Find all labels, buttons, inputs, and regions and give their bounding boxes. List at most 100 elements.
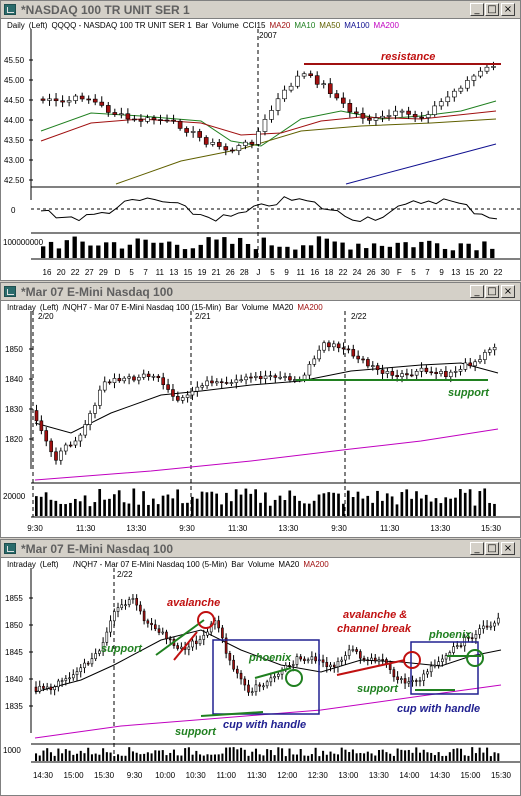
volume-bar — [419, 241, 424, 258]
minimize-button[interactable]: _ — [470, 285, 484, 298]
candle-body — [217, 620, 220, 629]
time-axis-label: 22 — [494, 268, 503, 277]
candle-body — [185, 394, 190, 398]
candle-body — [331, 343, 336, 348]
volume-bar — [441, 755, 444, 761]
window-title: *Mar 07 E-Mini Nasdaq 100 — [21, 285, 174, 299]
volume-bar — [35, 753, 38, 761]
time-axis-label: 11 — [297, 268, 306, 277]
title-bar[interactable]: *Mar 07 E-Mini Nasdaq 100 _ □ × — [1, 540, 520, 558]
candle-body — [98, 389, 102, 406]
volume-bar — [308, 245, 314, 258]
candle-body — [484, 66, 490, 72]
cup-with-handle-label: cup with handle — [223, 719, 306, 731]
candle-body — [205, 380, 209, 386]
volume-bar — [220, 504, 223, 516]
title-bar[interactable]: *NASDAQ 100 TR UNIT SER 1 _ □ × — [1, 1, 520, 19]
chart-window-icon — [4, 543, 16, 554]
candle-body — [411, 680, 414, 682]
volume-bar — [288, 748, 291, 761]
maximize-button[interactable]: □ — [485, 285, 499, 298]
candle-body — [386, 115, 392, 117]
volume-bar — [176, 755, 179, 761]
volume-bar — [283, 500, 287, 516]
close-button[interactable]: × — [501, 3, 515, 16]
volume-bar — [156, 504, 160, 516]
candle-body — [66, 100, 72, 103]
time-axis-label: F — [397, 268, 402, 277]
volume-bar — [486, 747, 489, 761]
volume-bar — [210, 491, 214, 516]
volume-bar — [117, 754, 120, 761]
volume-bar — [90, 754, 93, 761]
candle-body — [307, 364, 312, 376]
volume-bar — [180, 755, 183, 761]
candle-body — [395, 375, 399, 378]
candle-body — [210, 380, 214, 384]
time-axis-label: 11:30 — [228, 524, 248, 533]
volume-bar — [400, 492, 404, 516]
daily-chart-canvas: 2007 45.5045.0044.5044.0043.5043.0042.50… — [3, 29, 520, 277]
candle-body — [366, 659, 370, 662]
volume-bar — [336, 754, 340, 761]
year-label: 2007 — [259, 31, 277, 40]
maximize-button[interactable]: □ — [485, 3, 499, 16]
phoenix-circle — [466, 649, 484, 667]
volume-bar — [151, 498, 155, 516]
cci-line — [40, 196, 498, 223]
volume-tick: 100000000 — [3, 238, 44, 247]
volume-bar — [199, 754, 202, 761]
5min-chart-canvas: 2/22 1855 1850 1845 1840 1835 support avalan… — [3, 568, 520, 780]
candle-body — [470, 637, 474, 639]
candle-body — [474, 634, 478, 639]
volume-bar — [182, 249, 188, 258]
candle-body — [356, 355, 360, 360]
volume-bar — [356, 491, 360, 516]
volume-bar — [236, 749, 239, 761]
volume-bar — [254, 748, 258, 761]
time-axis-label: 13 — [451, 268, 460, 277]
candle-body — [34, 410, 39, 422]
volume-bar — [387, 246, 393, 258]
time-axis-label: 15 — [183, 268, 192, 277]
volume-bar — [277, 747, 280, 761]
volume-bar — [404, 750, 407, 761]
candle-body — [107, 381, 112, 384]
minimize-button[interactable]: _ — [470, 542, 484, 555]
volume-bar — [295, 754, 299, 761]
candle-body — [202, 634, 206, 640]
candle-body — [216, 142, 222, 147]
time-axis-label: 20 — [479, 268, 488, 277]
candle-body — [487, 349, 492, 353]
volume-bar — [439, 503, 443, 516]
volume-bar — [273, 755, 276, 761]
volume-bar — [200, 491, 204, 516]
candle-body — [341, 97, 346, 104]
time-axis-label: 18 — [324, 268, 333, 277]
candle-body — [142, 610, 146, 622]
candle-body — [116, 607, 120, 612]
volume-bar — [184, 748, 187, 761]
close-button[interactable]: × — [501, 285, 515, 298]
close-button[interactable]: × — [501, 542, 515, 555]
candle-body — [168, 638, 172, 641]
volume-bar — [202, 755, 205, 761]
volume-bar — [490, 248, 495, 258]
volume-bar — [381, 749, 384, 761]
candle-body — [437, 661, 440, 666]
ma100-line — [345, 143, 497, 185]
candle-body — [419, 116, 424, 119]
volume-bar — [395, 242, 400, 258]
candle-body — [153, 624, 157, 630]
title-bar[interactable]: *Mar 07 E-Mini Nasdaq 100 _ □ × — [1, 283, 520, 301]
candle-body — [166, 384, 170, 390]
maximize-button[interactable]: □ — [485, 542, 499, 555]
volume-bar — [143, 239, 148, 258]
candle-body — [146, 373, 151, 377]
candle-body — [256, 131, 261, 145]
minimize-button[interactable]: _ — [470, 3, 484, 16]
volume-tick: 20000 — [3, 492, 26, 501]
candle-body — [322, 342, 326, 351]
candle-body — [273, 375, 278, 378]
candle-body — [99, 101, 105, 106]
